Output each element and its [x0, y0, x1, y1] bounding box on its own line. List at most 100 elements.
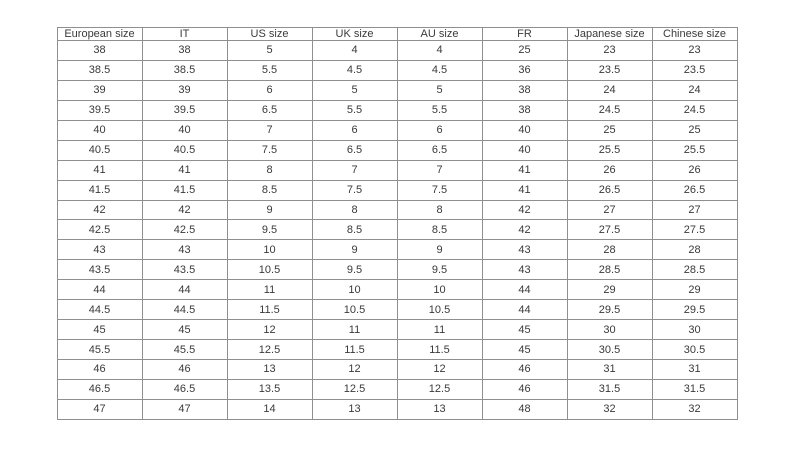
column-header-us-size: US size [226, 27, 313, 41]
cell-us-size: 5 [226, 40, 313, 61]
cell-us-size: 11 [226, 279, 313, 301]
cell-japanese-size: 26.5 [566, 179, 653, 201]
cell-au-size: 10 [396, 279, 483, 301]
table-row: 47 47 14 13 13 48 32 32 [56, 398, 738, 421]
table-row: 38.5 38.5 5.5 4.5 4.5 36 23.5 23.5 [56, 59, 738, 81]
cell-chinese-size: 27.5 [651, 219, 738, 241]
cell-european-size: 45.5 [56, 339, 143, 360]
table-row: 44 44 11 10 10 44 29 29 [56, 279, 738, 301]
cell-it: 47 [141, 398, 228, 421]
cell-uk-size: 4 [311, 40, 398, 61]
cell-it: 41 [141, 159, 228, 181]
cell-uk-size: 13 [311, 398, 398, 421]
cell-au-size: 12.5 [396, 378, 483, 400]
table-row: 39.5 39.5 6.5 5.5 5.5 38 24.5 24.5 [56, 99, 738, 121]
cell-japanese-size: 23.5 [566, 59, 653, 81]
table-row: 41 41 8 7 7 41 26 26 [56, 159, 738, 181]
cell-japanese-size: 27.5 [566, 219, 653, 241]
cell-european-size: 42.5 [56, 219, 143, 241]
cell-uk-size: 5 [311, 79, 398, 101]
cell-chinese-size: 31.5 [651, 378, 738, 400]
cell-us-size: 8.5 [226, 179, 313, 201]
cell-it: 39 [141, 79, 228, 101]
cell-au-size: 9 [396, 239, 483, 261]
cell-us-size: 6 [226, 79, 313, 101]
cell-uk-size: 9.5 [311, 259, 398, 281]
cell-chinese-size: 25.5 [651, 139, 738, 161]
cell-european-size: 39.5 [56, 99, 143, 121]
cell-chinese-size: 23.5 [651, 59, 738, 81]
cell-european-size: 41 [56, 159, 143, 181]
table-row: 43 43 10 9 9 43 28 28 [56, 239, 738, 261]
cell-european-size: 45 [56, 319, 143, 341]
cell-it: 45 [141, 319, 228, 341]
cell-uk-size: 5.5 [311, 99, 398, 121]
cell-us-size: 8 [226, 159, 313, 181]
cell-fr: 45 [481, 319, 568, 341]
cell-japanese-size: 28 [566, 239, 653, 261]
cell-chinese-size: 24 [651, 79, 738, 101]
cell-european-size: 43.5 [56, 259, 143, 281]
cell-fr: 46 [481, 378, 568, 400]
cell-chinese-size: 32 [651, 398, 738, 421]
cell-us-size: 9.5 [226, 219, 313, 241]
cell-au-size: 5 [396, 79, 483, 101]
cell-it: 46.5 [141, 378, 228, 400]
table-header: European size IT US size UK size AU size FR Ja… [56, 27, 738, 41]
cell-uk-size: 7 [311, 159, 398, 181]
cell-it: 43 [141, 239, 228, 261]
cell-us-size: 12.5 [226, 339, 313, 360]
header-row: European size IT US size UK size AU size FR Ja… [56, 27, 738, 41]
cell-fr: 44 [481, 279, 568, 301]
table-body: 38 38 5 4 4 25 23 23 38.5 38.5 5.5 4.5 4.5 36 23.5 23.5… [56, 40, 738, 421]
cell-fr: 42 [481, 219, 568, 241]
cell-fr: 43 [481, 259, 568, 281]
cell-us-size: 13.5 [226, 378, 313, 400]
cell-us-size: 7 [226, 119, 313, 141]
table-row: 42 42 9 8 8 42 27 27 [56, 199, 738, 221]
cell-european-size: 40.5 [56, 139, 143, 161]
cell-it: 46 [141, 359, 228, 380]
cell-uk-size: 11.5 [311, 339, 398, 360]
cell-chinese-size: 30 [651, 319, 738, 341]
cell-european-size: 38.5 [56, 59, 143, 81]
cell-au-size: 8 [396, 199, 483, 221]
cell-it: 41.5 [141, 179, 228, 201]
cell-au-size: 11.5 [396, 339, 483, 360]
table-row: 42.5 42.5 9.5 8.5 8.5 42 27.5 27.5 [56, 219, 738, 241]
cell-us-size: 14 [226, 398, 313, 421]
cell-fr: 41 [481, 159, 568, 181]
cell-it: 40.5 [141, 139, 228, 161]
cell-fr: 38 [481, 99, 568, 121]
cell-european-size: 38 [56, 40, 143, 61]
cell-us-size: 9 [226, 199, 313, 221]
cell-fr: 42 [481, 199, 568, 221]
cell-japanese-size: 29 [566, 279, 653, 301]
cell-uk-size: 8.5 [311, 219, 398, 241]
cell-japanese-size: 24.5 [566, 99, 653, 121]
table-row: 43.5 43.5 10.5 9.5 9.5 43 28.5 28.5 [56, 259, 738, 281]
cell-japanese-size: 25.5 [566, 139, 653, 161]
cell-european-size: 42 [56, 199, 143, 221]
cell-au-size: 7 [396, 159, 483, 181]
cell-european-size: 40 [56, 119, 143, 141]
cell-fr: 25 [481, 40, 568, 61]
cell-european-size: 46.5 [56, 378, 143, 400]
cell-european-size: 44.5 [56, 299, 143, 321]
cell-fr: 43 [481, 239, 568, 261]
column-header-fr: FR [481, 27, 568, 41]
cell-fr: 40 [481, 139, 568, 161]
cell-fr: 44 [481, 299, 568, 321]
cell-uk-size: 10 [311, 279, 398, 301]
cell-japanese-size: 30 [566, 319, 653, 341]
cell-us-size: 12 [226, 319, 313, 341]
cell-uk-size: 4.5 [311, 59, 398, 81]
column-header-it: IT [141, 27, 228, 41]
cell-uk-size: 12.5 [311, 378, 398, 400]
cell-it: 43.5 [141, 259, 228, 281]
cell-european-size: 46 [56, 359, 143, 380]
cell-uk-size: 6.5 [311, 139, 398, 161]
cell-au-size: 5.5 [396, 99, 483, 121]
table-row: 40.5 40.5 7.5 6.5 6.5 40 25.5 25.5 [56, 139, 738, 161]
cell-au-size: 6.5 [396, 139, 483, 161]
